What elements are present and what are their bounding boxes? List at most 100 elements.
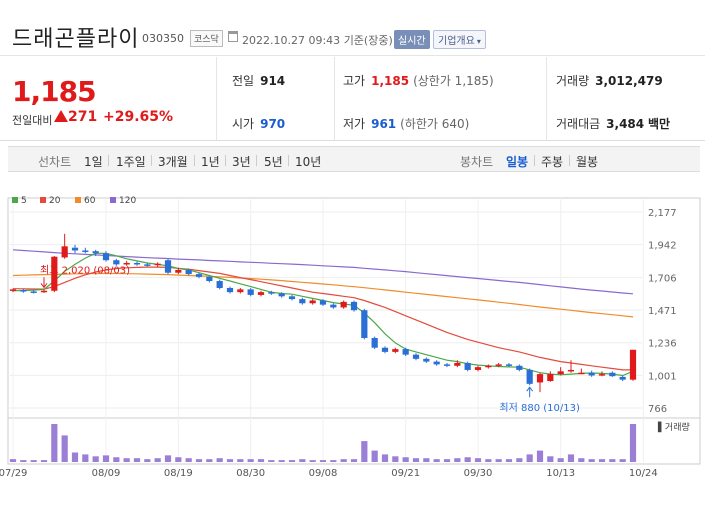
datetime-value: 2022.10.27 09:43 — [242, 34, 341, 47]
legend-swatch-ma20 — [40, 197, 46, 203]
volume-bar — [216, 458, 223, 462]
candle-body — [185, 269, 192, 275]
volume-bar — [319, 460, 327, 462]
candle-body — [619, 376, 626, 380]
high-annotation: 최고 2,020 (08/03) — [40, 264, 130, 276]
y-tick-label: 1,942 — [648, 241, 677, 252]
volume-bar — [578, 458, 585, 462]
candle-body — [330, 304, 337, 308]
basis-text: 기준(장중) — [343, 34, 393, 47]
company-overview-dropdown[interactable]: 기업개요 ▾ — [433, 30, 486, 49]
realtime-button[interactable]: 실시간 — [394, 30, 430, 49]
candle-body — [82, 250, 89, 252]
open-value: 970 — [260, 117, 286, 131]
period-10y[interactable]: 10년 — [295, 155, 322, 169]
volume-bar — [629, 424, 637, 462]
chart-svg: 2,177 1,942 1,706 1,471 1,236 1,001 766 07/29 08… — [0, 196, 701, 479]
volume-bar — [61, 435, 68, 462]
candle-body — [71, 247, 79, 251]
candle-body — [51, 256, 58, 291]
volume-bar — [340, 459, 347, 462]
separator — [194, 155, 195, 166]
legend-swatch-ma5 — [12, 197, 18, 203]
y-tick-label: 1,236 — [648, 339, 677, 350]
period-3y[interactable]: 3년 — [232, 155, 251, 169]
candle-body — [598, 374, 606, 376]
volume-bar — [40, 460, 48, 462]
y-tick-label: 2,177 — [648, 208, 677, 219]
candle-body — [113, 260, 120, 265]
candle-body — [206, 276, 213, 282]
period-1d[interactable]: 1일 — [84, 155, 103, 169]
candle-monthly[interactable]: 월봉 — [576, 155, 599, 169]
volume-bar — [164, 455, 172, 462]
candle-body — [299, 299, 306, 304]
volume-bar — [588, 459, 595, 462]
divider — [334, 57, 335, 141]
candle-body — [164, 260, 172, 273]
volume-bar — [278, 460, 285, 462]
period-5y[interactable]: 5년 — [264, 155, 283, 169]
high-arrow-head — [40, 283, 48, 289]
volume-bar — [381, 454, 389, 462]
open-label: 시가 — [232, 117, 255, 131]
candle-body — [567, 369, 575, 372]
period-1y[interactable]: 1년 — [201, 155, 220, 169]
volume-bar — [247, 459, 254, 462]
volume-bar — [133, 458, 141, 462]
candle-body — [495, 364, 502, 366]
volume-bar — [299, 459, 306, 462]
candle-weekly[interactable]: 주봉 — [541, 155, 564, 169]
volume-bar — [185, 458, 192, 462]
candle-daily[interactable]: 일봉 — [506, 155, 529, 169]
volume-bar — [423, 458, 430, 462]
separator — [256, 155, 257, 166]
candle-body — [9, 289, 17, 291]
volume-bar — [30, 460, 37, 462]
candle-body — [278, 293, 285, 297]
ma-line-ma20 — [12, 266, 633, 371]
x-tick-label: 09/30 — [464, 468, 493, 479]
candle-body — [61, 246, 68, 258]
x-tick-label: 08/09 — [92, 468, 121, 479]
volume-bar — [505, 459, 513, 462]
market-badge: 코스닥 — [190, 30, 223, 47]
divider — [546, 57, 547, 141]
volume-bar — [371, 450, 378, 462]
separator — [151, 155, 152, 166]
change-value: 271 — [68, 109, 98, 125]
candle-body — [226, 287, 234, 293]
y-tick-label: 1,471 — [648, 306, 677, 317]
low: 저가 961 (하한가 640) — [343, 115, 469, 132]
candle-body — [144, 264, 151, 266]
candle-body — [319, 300, 327, 305]
volume-bar — [144, 459, 151, 462]
candle-body — [237, 289, 244, 293]
candle-body — [92, 251, 99, 254]
prev-close-label: 전일 — [232, 74, 255, 88]
candle-body — [578, 372, 585, 375]
candle-body — [340, 301, 347, 308]
legend-label-ma20: 20 — [49, 196, 61, 206]
volume-bar — [102, 455, 110, 462]
candle-body — [216, 281, 223, 288]
candle-body — [309, 300, 316, 304]
candle-body — [609, 372, 616, 377]
prev-close-value: 914 — [260, 74, 286, 88]
volume-bar — [454, 458, 461, 462]
period-3m[interactable]: 3개월 — [158, 155, 188, 169]
volume-bar — [82, 454, 89, 462]
low-annotation: 최저 880 (10/13) — [499, 402, 580, 414]
volume-bar — [392, 456, 399, 462]
volume-bar — [195, 459, 203, 462]
candle-body — [361, 310, 368, 338]
volume-value: 3,012,479 — [595, 74, 663, 88]
stock-name: 드래곤플라이 — [12, 27, 140, 52]
period-1w[interactable]: 1주일 — [116, 155, 146, 169]
volume-bar — [464, 457, 471, 462]
volume-bar — [412, 458, 420, 462]
separator — [108, 155, 109, 166]
legend-label-ma60: 60 — [84, 196, 96, 206]
candle-body — [123, 262, 130, 265]
candle-body — [350, 301, 358, 311]
